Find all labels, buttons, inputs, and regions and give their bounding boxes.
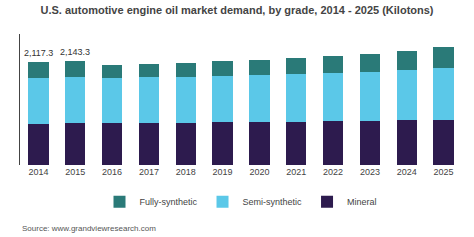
svg-text:Semi-synthetic: Semi-synthetic bbox=[243, 197, 303, 207]
svg-text:Mineral: Mineral bbox=[347, 197, 377, 207]
svg-text:2019: 2019 bbox=[213, 167, 233, 177]
svg-text:Fully-synthetic: Fully-synthetic bbox=[140, 197, 198, 207]
svg-text:2020: 2020 bbox=[249, 167, 269, 177]
svg-text:2016: 2016 bbox=[102, 167, 122, 177]
svg-text:2025: 2025 bbox=[434, 167, 454, 177]
svg-text:2022: 2022 bbox=[323, 167, 343, 177]
svg-text:2021: 2021 bbox=[286, 167, 306, 177]
svg-text:2018: 2018 bbox=[176, 167, 196, 177]
svg-text:Source: www.grandviewresearch.: Source: www.grandviewresearch.com bbox=[22, 224, 156, 233]
svg-text:2024: 2024 bbox=[397, 167, 417, 177]
svg-text:2015: 2015 bbox=[65, 167, 85, 177]
svg-text:2014: 2014 bbox=[28, 167, 48, 177]
svg-text:U.S. automotive engine oil mar: U.S. automotive engine oil market demand… bbox=[40, 4, 433, 16]
svg-text:2,117.3: 2,117.3 bbox=[24, 48, 53, 58]
svg-text:2023: 2023 bbox=[360, 167, 380, 177]
svg-text:2017: 2017 bbox=[139, 167, 159, 177]
svg-text:2,143.3: 2,143.3 bbox=[60, 47, 90, 57]
